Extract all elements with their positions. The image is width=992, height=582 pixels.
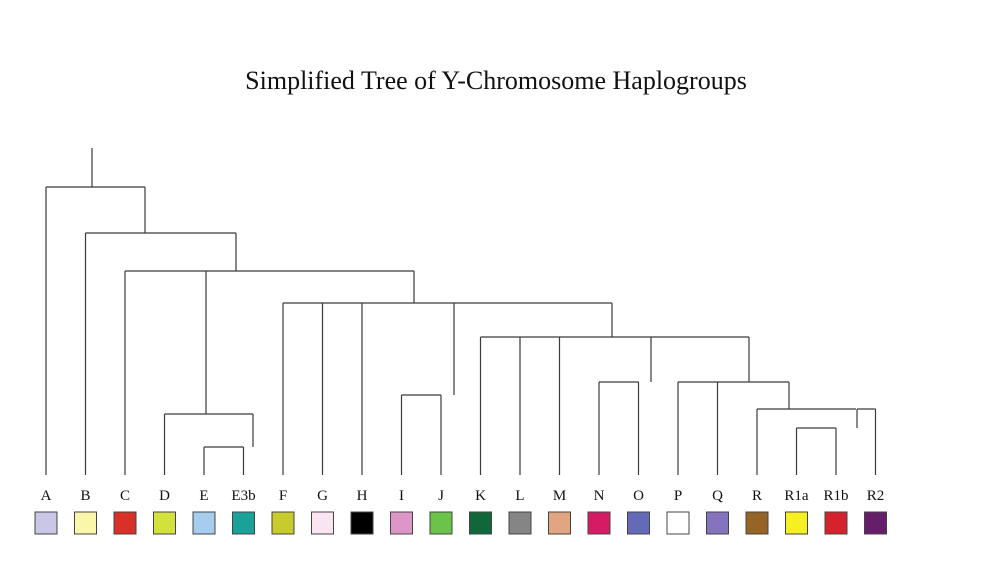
swatch-r xyxy=(745,511,769,535)
leaf-label-r1a: R1a xyxy=(784,488,809,504)
leaf-label-q: Q xyxy=(712,488,723,504)
swatch-l xyxy=(508,511,532,535)
leaf-label-o: O xyxy=(633,488,644,504)
leaf-label-i: I xyxy=(399,488,404,504)
swatch-h xyxy=(350,511,374,535)
leaf-label-e3b: E3b xyxy=(231,488,255,504)
tree-edges xyxy=(45,148,877,475)
leaf-label-a: A xyxy=(41,488,52,504)
swatch-m xyxy=(548,511,571,535)
leaf-label-b: B xyxy=(80,488,90,504)
swatch-r1b xyxy=(824,511,848,535)
swatch-e3b xyxy=(232,511,255,535)
leaf-label-m: M xyxy=(553,488,566,504)
swatch-p xyxy=(666,511,690,535)
swatch-q xyxy=(706,511,729,535)
swatch-o xyxy=(627,511,650,535)
swatch-d xyxy=(153,511,176,535)
color-swatches xyxy=(34,511,887,535)
leaf-label-h: H xyxy=(357,488,368,504)
leaf-label-r2: R2 xyxy=(867,488,885,504)
swatch-e xyxy=(192,511,216,535)
leaf-label-g: G xyxy=(317,488,328,504)
leaf-label-j: J xyxy=(438,488,444,504)
leaf-label-c: C xyxy=(120,488,130,504)
swatch-a xyxy=(34,511,58,535)
leaf-label-r: R xyxy=(752,488,762,504)
swatch-g xyxy=(311,511,334,535)
leaf-labels: A B C D E E3b F G H I J K L M N O P Q R R1a R1b R2 xyxy=(41,488,885,504)
swatch-k xyxy=(469,511,492,535)
swatch-r2 xyxy=(864,511,887,535)
leaf-label-n: N xyxy=(594,488,605,504)
swatch-r1a xyxy=(785,511,808,535)
leaf-label-e: E xyxy=(199,488,208,504)
leaf-label-r1b: R1b xyxy=(823,488,848,504)
swatch-b xyxy=(74,511,97,535)
leaf-label-l: L xyxy=(515,488,524,504)
swatch-j xyxy=(429,511,453,535)
swatch-f xyxy=(271,511,295,535)
diagram-title: Simplified Tree of Y-Chromosome Haplogro… xyxy=(245,66,747,95)
swatch-i xyxy=(390,511,413,535)
leaf-label-k: K xyxy=(475,488,486,504)
leaf-label-d: D xyxy=(159,488,170,504)
swatch-c xyxy=(113,511,137,535)
leaf-label-p: P xyxy=(674,488,682,504)
swatch-n xyxy=(587,511,611,535)
leaf-label-f: F xyxy=(279,488,287,504)
